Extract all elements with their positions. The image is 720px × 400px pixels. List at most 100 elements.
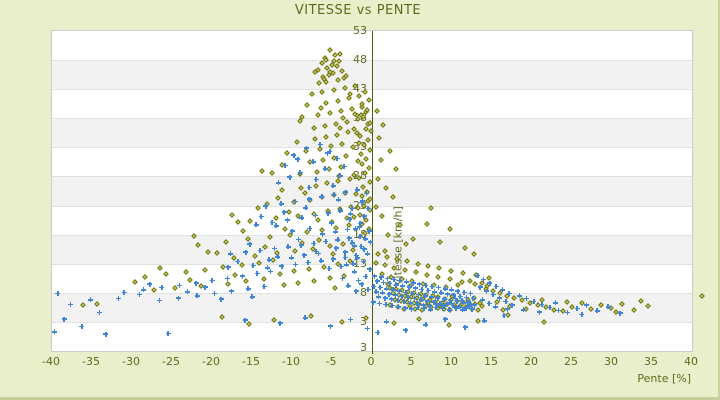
vitesse-blue-point (493, 304, 498, 310)
vitesse-blue-point (425, 298, 430, 304)
vitesse-blue-point (423, 282, 429, 288)
vitesse-blue-point (261, 284, 267, 289)
vitesse-blue-point (318, 258, 324, 264)
vitesse-blue-point (316, 250, 322, 256)
vitesse-blue-point (461, 300, 466, 306)
vitesse-blue-point (481, 277, 486, 283)
vitesse-blue-point (329, 220, 334, 226)
vitesse-blue-point (319, 194, 325, 200)
vitesse-blue-point (79, 324, 85, 330)
vitesse-blue-point (361, 258, 366, 264)
vitesse-blue-point (289, 228, 295, 234)
vitesse-blue-point (303, 205, 309, 211)
vitesse-blue-point (348, 211, 354, 217)
vitesse-blue-point (584, 302, 590, 308)
vitesse-blue-point (55, 290, 61, 296)
vitesse-blue-point (250, 263, 256, 269)
vitesse-blue-point (419, 286, 425, 292)
vitesse-blue-point (348, 317, 354, 323)
vitesse-blue-point (229, 288, 234, 294)
vitesse-blue-point (415, 304, 421, 310)
vitesse-blue-point (272, 246, 278, 252)
x-tick-label: 35 (644, 355, 658, 368)
vitesse-blue-point (539, 302, 545, 308)
vitesse-blue-point (463, 305, 469, 311)
vitesse-blue-point (266, 257, 272, 263)
vitesse-blue-point (384, 319, 390, 325)
vitesse-blue-point (425, 288, 431, 294)
vitesse-blue-point (441, 296, 447, 302)
vitesse-blue-point (282, 162, 288, 168)
vitesse-blue-point (374, 278, 380, 284)
vitesse-blue-point (157, 297, 162, 303)
vitesse-blue-point (121, 289, 127, 295)
vitesse-blue-point (467, 301, 473, 307)
vitesse-blue-point (277, 320, 283, 326)
vitesse-blue-point (330, 183, 336, 189)
vitesse-blue-point (354, 187, 360, 193)
vitesse-blue-point (293, 199, 298, 205)
vitesse-blue-point (377, 300, 382, 306)
vitesse-blue-point (477, 284, 483, 290)
vitesse-blue-point (517, 293, 522, 299)
vitesse-blue-point (103, 331, 109, 337)
vitesse-blue-point (228, 251, 234, 257)
vitesse-blue-point (378, 274, 384, 280)
vitesse-blue-point (245, 286, 251, 292)
y-tick-label: 3 (360, 314, 367, 328)
vitesse-blue-point (393, 282, 399, 288)
x-tick-label: -25 (162, 355, 180, 368)
vitesse-blue-point (341, 164, 347, 170)
vitesse-blue-point (416, 292, 422, 298)
vitesse-blue-point (547, 304, 553, 310)
vitesse-blue-point (345, 283, 351, 289)
vitesse-blue-point (141, 287, 146, 293)
x-tick-label: 25 (564, 355, 578, 368)
vitesse-blue-point (429, 284, 435, 289)
zero-vertical-axis-line (372, 31, 373, 354)
vitesse-blue-point (352, 269, 358, 275)
x-tick-label: -35 (82, 355, 100, 368)
vitesse-blue-point (335, 237, 341, 243)
vitesse-blue-point (97, 310, 102, 316)
vitesse-blue-point (391, 277, 397, 283)
vitesse-blue-point (331, 192, 337, 198)
vitesse-blue-point (605, 304, 611, 310)
vitesse-blue-point (357, 221, 363, 227)
vitesse-blue-point (360, 198, 366, 204)
vitesse-blue-point (364, 190, 370, 196)
vitesse-blue-point (470, 296, 476, 302)
vitesse-blue-point (342, 254, 348, 260)
vitesse-blue-point (159, 285, 165, 291)
vitesse-blue-point (521, 307, 526, 313)
vitesse-blue-point (389, 296, 394, 302)
x-tick-label: 20 (524, 355, 538, 368)
vitesse-blue-point (490, 292, 496, 298)
vitesse-blue-point (366, 228, 372, 234)
x-tick-label: 30 (604, 355, 618, 368)
vitesse-blue-point (338, 264, 344, 270)
vitesse-blue-point (202, 284, 208, 290)
vitesse-blue-point (345, 226, 350, 232)
vitesse-blue-point (357, 233, 363, 239)
x-tick-label: 40 (684, 355, 698, 368)
vitesse-blue-point (396, 304, 402, 310)
vitesse-blue-point (500, 287, 506, 293)
vitesse-blue-point (359, 281, 365, 287)
vitesse-blue-point (372, 273, 378, 279)
vitesse-blue-point (287, 174, 293, 180)
x-tick-label: -40 (42, 355, 60, 368)
vitesse-blue-point (480, 297, 486, 303)
vitesse-blue-point (436, 285, 442, 291)
vitesse-blue-point (275, 254, 281, 260)
vitesse-blue-point (273, 223, 279, 229)
vitesse-blue-point (310, 159, 316, 165)
vitesse-blue-point (553, 300, 558, 306)
vitesse-blue-point (304, 145, 310, 151)
vitesse-blue-point (302, 315, 308, 321)
vitesse-blue-point (333, 245, 339, 251)
vitesse-blue-point (460, 307, 466, 313)
vitesse-blue-point (531, 299, 537, 305)
vitesse-blue-point (400, 283, 406, 289)
vitesse-blue-point (247, 241, 253, 247)
